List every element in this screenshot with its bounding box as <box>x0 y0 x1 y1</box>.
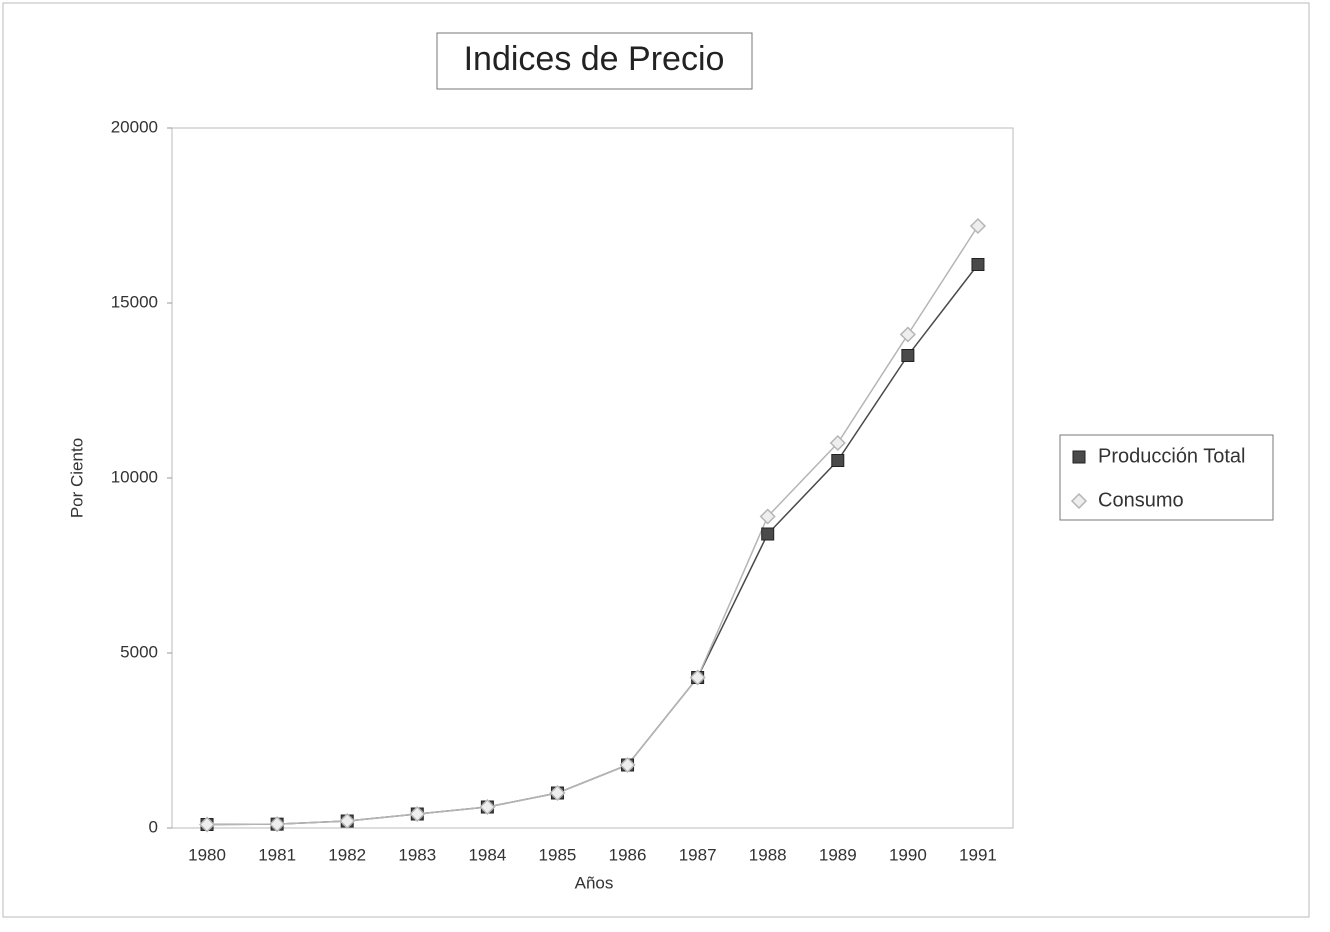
legend-box <box>1059 434 1274 521</box>
y-tick-label: 0 <box>149 817 158 836</box>
marker <box>969 217 987 235</box>
marker <box>198 816 216 833</box>
marker <box>619 756 636 774</box>
chart-title: Indices de Precio <box>464 40 725 78</box>
x-tick-label: 1989 <box>819 845 857 864</box>
title-box <box>436 32 753 90</box>
x-tick-label: 1984 <box>468 845 506 864</box>
marker <box>971 258 985 271</box>
plot-area <box>171 127 1014 829</box>
marker <box>901 349 915 362</box>
marker <box>549 784 566 802</box>
marker <box>761 527 775 541</box>
x-tick-label: 1987 <box>679 845 717 864</box>
legend-marker <box>1072 450 1086 464</box>
legend-label: Consumo <box>1098 489 1184 511</box>
x-tick-label: 1981 <box>258 845 296 864</box>
marker <box>409 805 426 823</box>
marker <box>829 434 846 452</box>
y-tick-label: 15000 <box>111 292 158 311</box>
y-tick-label: 20000 <box>111 117 158 136</box>
x-tick-label: 1980 <box>188 845 226 864</box>
marker <box>899 326 916 343</box>
legend-label: Producción Total <box>1098 445 1246 467</box>
legend-marker <box>1070 492 1088 510</box>
marker <box>831 454 845 467</box>
marker <box>759 508 776 525</box>
marker <box>479 798 496 816</box>
chart-frame <box>2 2 1310 918</box>
x-tick-label: 1990 <box>889 845 927 864</box>
x-tick-label: 1983 <box>398 845 436 864</box>
marker <box>689 669 706 686</box>
x-tick-label: 1991 <box>959 845 997 864</box>
x-tick-label: 1988 <box>749 845 787 864</box>
y-tick-label: 10000 <box>111 467 158 486</box>
series-line <box>207 225 979 826</box>
x-tick-label: 1986 <box>609 845 647 864</box>
x-tick-label: 1985 <box>539 845 577 864</box>
y-tick-label: 5000 <box>120 642 158 661</box>
marker <box>339 812 356 830</box>
y-axis-label: Por Ciento <box>67 438 86 518</box>
series-line <box>207 264 979 826</box>
marker <box>269 816 286 833</box>
x-tick-label: 1982 <box>328 845 366 864</box>
x-axis-label: Años <box>575 873 614 892</box>
